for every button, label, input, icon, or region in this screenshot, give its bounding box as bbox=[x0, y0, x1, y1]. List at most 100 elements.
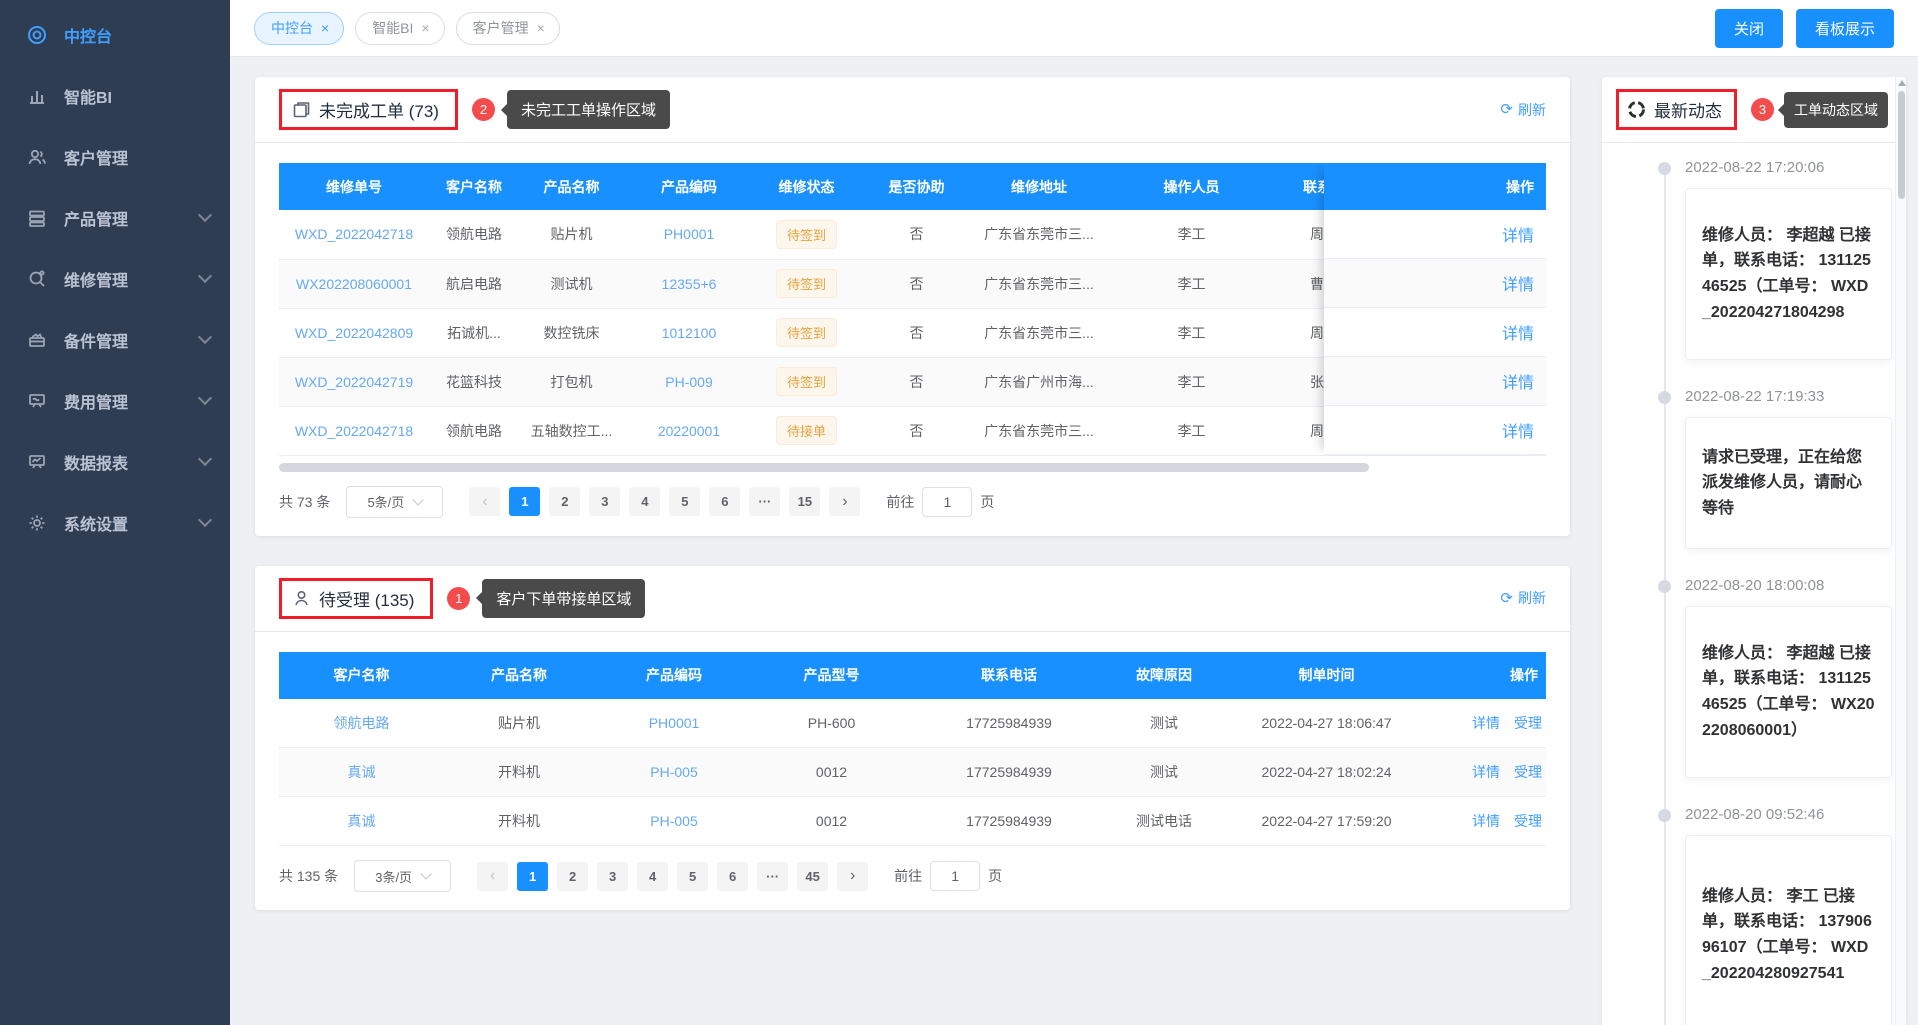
sidebar-item-customers[interactable]: 客户管理 bbox=[0, 126, 230, 187]
tab-console[interactable]: 中控台 × bbox=[254, 11, 345, 45]
product-code-link[interactable]: PH-009 bbox=[665, 373, 713, 390]
page-button[interactable]: 6 bbox=[709, 487, 741, 516]
tab-customers[interactable]: 客户管理 × bbox=[455, 11, 560, 45]
page-button[interactable]: 4 bbox=[629, 487, 661, 516]
horizontal-scrollbar-thumb[interactable] bbox=[279, 462, 1369, 472]
sidebar-item-label: 中控台 bbox=[64, 28, 113, 46]
activity-time: 2022-08-22 17:19:33 bbox=[1685, 388, 1825, 405]
page-button[interactable]: 1 bbox=[517, 861, 549, 891]
table-header-row: 客户名称 产品名称 产品编码 产品型号 联系电话 故障原因 制单时间 操作 bbox=[279, 651, 1546, 699]
column-header: 维修单号 bbox=[279, 163, 429, 210]
chevron-right-icon[interactable]: › bbox=[837, 861, 869, 891]
goto-page-input[interactable] bbox=[930, 861, 981, 891]
chevron-down-icon bbox=[200, 212, 212, 224]
accept-link[interactable]: 受理 bbox=[1514, 714, 1542, 731]
unfinished-pagination: 共 73 条 5条/页 ‹ 1 2 3 4 5 6 bbox=[279, 485, 1546, 518]
total-count: 共 73 条 bbox=[279, 493, 331, 510]
product-code-link[interactable]: 1012100 bbox=[661, 324, 717, 341]
page-button[interactable]: 1 bbox=[509, 487, 541, 516]
console-logo-icon bbox=[26, 24, 48, 46]
report-board-icon bbox=[26, 451, 48, 473]
accept-link[interactable]: 受理 bbox=[1514, 764, 1542, 780]
chevron-right-icon[interactable]: › bbox=[829, 487, 861, 516]
product-code-link[interactable]: PH-005 bbox=[650, 764, 698, 780]
page-button[interactable]: 4 bbox=[637, 861, 669, 891]
detail-link[interactable]: 详情 bbox=[1501, 277, 1534, 294]
page-button[interactable]: 2 bbox=[557, 861, 589, 891]
accept-link[interactable]: 受理 bbox=[1514, 813, 1542, 829]
sidebar-item-repairs[interactable]: 维修管理 bbox=[0, 248, 230, 309]
column-header: 故障原因 bbox=[1109, 651, 1219, 699]
chevron-left-icon[interactable]: ‹ bbox=[477, 861, 509, 891]
table-row: WXD_2022042719 花篮科技 打包机 PH-009 待签到 否 广东省… bbox=[279, 357, 1546, 407]
chevron-down-icon bbox=[200, 456, 212, 468]
page-button[interactable]: 3 bbox=[589, 487, 621, 516]
close-icon[interactable]: × bbox=[321, 20, 330, 36]
vertical-scrollbar-thumb[interactable] bbox=[1898, 91, 1905, 199]
annotation-tooltip: 工单动态区域 bbox=[1778, 91, 1888, 128]
order-no-link[interactable]: WXD_2022042719 bbox=[294, 373, 414, 390]
sidebar-item-products[interactable]: 产品管理 bbox=[0, 187, 230, 248]
chevron-left-icon[interactable]: ‹ bbox=[469, 487, 501, 516]
tab-bi[interactable]: 智能BI × bbox=[355, 11, 445, 45]
page-button[interactable]: 15 bbox=[789, 487, 821, 516]
sidebar-item-console[interactable]: 中控台 bbox=[0, 4, 230, 65]
product-code-link[interactable]: 20220001 bbox=[657, 422, 721, 439]
detail-link[interactable]: 详情 bbox=[1472, 714, 1500, 731]
column-header: 客户名称 bbox=[429, 163, 519, 210]
close-icon[interactable]: × bbox=[536, 20, 545, 36]
detail-link[interactable]: 详情 bbox=[1501, 228, 1534, 245]
page-button[interactable]: 5 bbox=[677, 861, 709, 891]
page-size-select[interactable]: 3条/页 bbox=[354, 860, 452, 892]
order-no-link[interactable]: WXD_2022042718 bbox=[294, 226, 414, 243]
goto-page-input[interactable] bbox=[922, 486, 973, 517]
pending-pagination: 共 135 条 3条/页 ‹ 1 2 3 4 5 6 bbox=[279, 860, 1546, 892]
close-icon[interactable]: × bbox=[421, 20, 430, 36]
detail-link[interactable]: 详情 bbox=[1501, 326, 1534, 343]
sidebar-item-bi[interactable]: 智能BI bbox=[0, 65, 230, 126]
column-header: 操作 bbox=[1324, 163, 1546, 210]
close-button[interactable]: 关闭 bbox=[1714, 8, 1783, 48]
page-button[interactable]: 2 bbox=[549, 487, 581, 516]
product-code-link[interactable]: PH0001 bbox=[648, 714, 700, 731]
table-row: 领航电路 贴片机 PH0001 PH-600 17725984939 测试 20… bbox=[279, 698, 1546, 748]
order-no-link[interactable]: WXD_2022042718 bbox=[294, 422, 414, 439]
page-button[interactable]: 3 bbox=[597, 861, 629, 891]
sidebar-item-spare-parts[interactable]: 备件管理 bbox=[0, 309, 230, 370]
activity-message: 维修人员： 李超越 已接单，联系电话： 13112546525（工单号： WX2… bbox=[1685, 606, 1892, 778]
status-badge: 待签到 bbox=[775, 269, 837, 298]
left-column: 未完成工单 (73) 2 未完工工单操作区域 ⟳ 刷新 bbox=[255, 77, 1570, 1025]
column-header: 是否协助 bbox=[859, 163, 974, 210]
page-size-select[interactable]: 5条/页 bbox=[346, 485, 444, 518]
board-display-button[interactable]: 看板展示 bbox=[1795, 8, 1894, 48]
page-button[interactable]: 6 bbox=[717, 861, 749, 891]
order-no-link[interactable]: WX202208060001 bbox=[296, 275, 412, 292]
customer-link[interactable]: 真诚 bbox=[347, 813, 376, 829]
sidebar-item-label: 备件管理 bbox=[64, 333, 129, 351]
detail-link[interactable]: 详情 bbox=[1472, 813, 1500, 829]
product-code-link[interactable]: 12355+6 bbox=[661, 275, 717, 292]
chevron-down-icon bbox=[420, 868, 432, 880]
customer-link[interactable]: 真诚 bbox=[347, 764, 376, 780]
scroll-up-icon[interactable] bbox=[1898, 80, 1906, 86]
detail-link[interactable]: 详情 bbox=[1501, 375, 1534, 392]
product-code-link[interactable]: PH0001 bbox=[663, 226, 715, 243]
detail-link[interactable]: 详情 bbox=[1501, 424, 1534, 441]
sidebar-item-reports[interactable]: 数据报表 bbox=[0, 431, 230, 492]
sidebar-item-expenses[interactable]: 费用管理 bbox=[0, 370, 230, 431]
card-title: 最新动态 bbox=[1654, 102, 1722, 121]
detail-link[interactable]: 详情 bbox=[1472, 764, 1500, 780]
page-ellipsis[interactable]: ··· bbox=[749, 487, 781, 516]
refresh-link[interactable]: ⟳ 刷新 bbox=[1500, 101, 1546, 118]
refresh-link[interactable]: ⟳ 刷新 bbox=[1500, 589, 1546, 607]
chevron-down-icon bbox=[412, 493, 424, 506]
page-ellipsis[interactable]: ··· bbox=[757, 861, 789, 891]
sidebar-item-settings[interactable]: 系统设置 bbox=[0, 492, 230, 553]
page-button[interactable]: 45 bbox=[797, 861, 829, 891]
sidebar-item-label: 产品管理 bbox=[64, 211, 129, 229]
page-button[interactable]: 5 bbox=[669, 487, 701, 516]
order-no-link[interactable]: WXD_2022042809 bbox=[294, 324, 414, 341]
customer-link[interactable]: 领航电路 bbox=[333, 714, 390, 731]
product-code-link[interactable]: PH-005 bbox=[650, 813, 698, 829]
